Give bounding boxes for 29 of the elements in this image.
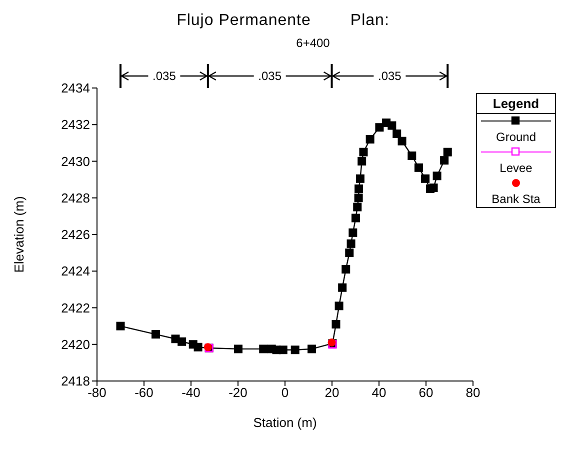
x-tick-label: 80 [466, 385, 480, 400]
text: .035 [378, 69, 402, 83]
legend-title: Legend [477, 94, 555, 114]
x-axis-title: Station (m) [253, 415, 317, 430]
y-tick-label: 2428 [61, 190, 90, 206]
y-axis-title: Elevation (m) [12, 196, 27, 273]
x-tick-label: -20 [228, 385, 248, 400]
legend-label: Bank Sta [490, 192, 542, 206]
y-tick-label: 2422 [61, 300, 90, 316]
y-tick-label: 2430 [61, 154, 90, 169]
legend-label: Ground [494, 130, 538, 144]
x-tick-label: 60 [418, 385, 434, 400]
x-tick-label: -80 [88, 385, 106, 400]
y-tick-label: 2432 [61, 117, 90, 132]
text: .035 [258, 69, 282, 83]
y-tick-label: 2426 [61, 227, 90, 242]
chart-subtitle: 6+400 [295, 36, 331, 50]
y-tick-label: 2420 [61, 336, 90, 352]
x-tick-label: 20 [324, 385, 340, 400]
y-tick-label: 2424 [61, 264, 90, 279]
legend-label: Levee [498, 161, 534, 175]
x-tick-label: -60 [134, 385, 154, 400]
text: .035 [152, 69, 176, 83]
x-tick-label: -40 [182, 385, 200, 400]
x-tick-label: 40 [372, 385, 386, 400]
y-tick-label: 2434 [61, 80, 90, 96]
x-tick-label: 0 [281, 385, 289, 400]
chart-title: Flujo Permanente Plan: [176, 12, 390, 30]
y-tick-label: 2418 [61, 374, 90, 389]
